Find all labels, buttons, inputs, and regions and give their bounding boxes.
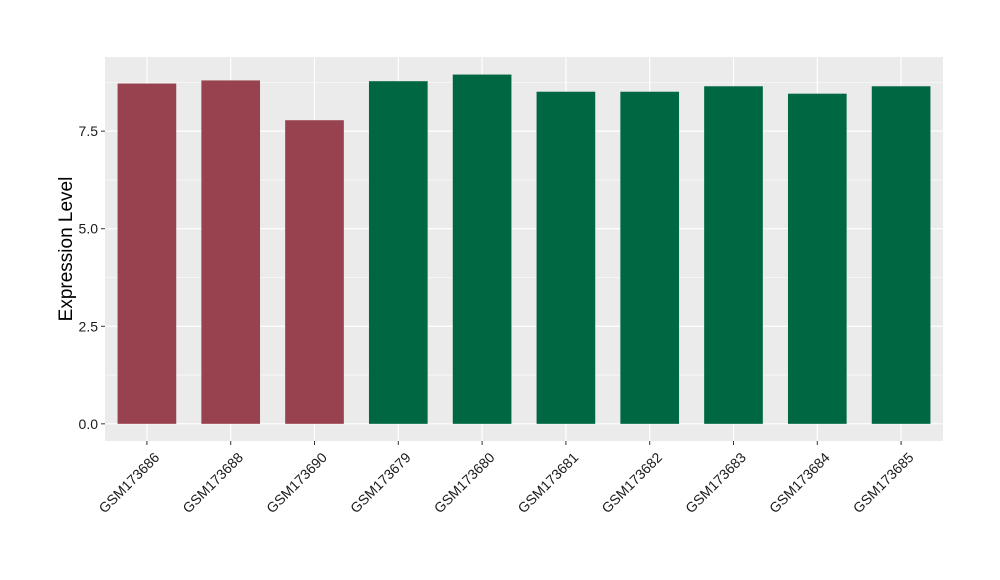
- x-axis: GSM173686 GSM173688 GSM173690 GSM173679 GSM1…: [95, 441, 917, 516]
- y-axis-title: Expression Level: [56, 177, 77, 322]
- bars: [117, 74, 931, 424]
- x-tick-label: GSM173681: [514, 449, 581, 516]
- bar-GSM173686: [117, 83, 177, 424]
- y-tick-label: 5.0: [79, 221, 99, 237]
- x-tick-label: GSM173688: [179, 449, 246, 516]
- x-tick-label: GSM173690: [263, 449, 330, 516]
- bar-GSM173685: [871, 86, 931, 424]
- x-tick-label: GSM173682: [598, 449, 665, 516]
- bar-GSM173684: [787, 93, 847, 424]
- bar-GSM173680: [452, 74, 512, 424]
- y-axis: 0.0 2.5 5.0 7.5: [79, 123, 105, 432]
- x-tick-label: GSM173685: [850, 449, 917, 516]
- x-tick-label: GSM173680: [431, 449, 498, 516]
- x-tick-label: GSM173686: [95, 449, 162, 516]
- bar-GSM173681: [536, 91, 596, 424]
- y-tick-label: 2.5: [79, 318, 99, 334]
- y-tick-label: 0.0: [79, 416, 99, 432]
- bar-GSM173682: [620, 91, 680, 424]
- bar-GSM173683: [704, 86, 763, 424]
- bar-GSM173679: [368, 81, 428, 424]
- x-tick-label: GSM173684: [766, 449, 833, 516]
- y-tick-label: 7.5: [79, 123, 99, 139]
- x-tick-label: GSM173683: [682, 449, 749, 516]
- bar-GSM173688: [201, 80, 261, 424]
- bar-GSM173690: [285, 120, 344, 424]
- x-tick-label: GSM173679: [347, 449, 414, 516]
